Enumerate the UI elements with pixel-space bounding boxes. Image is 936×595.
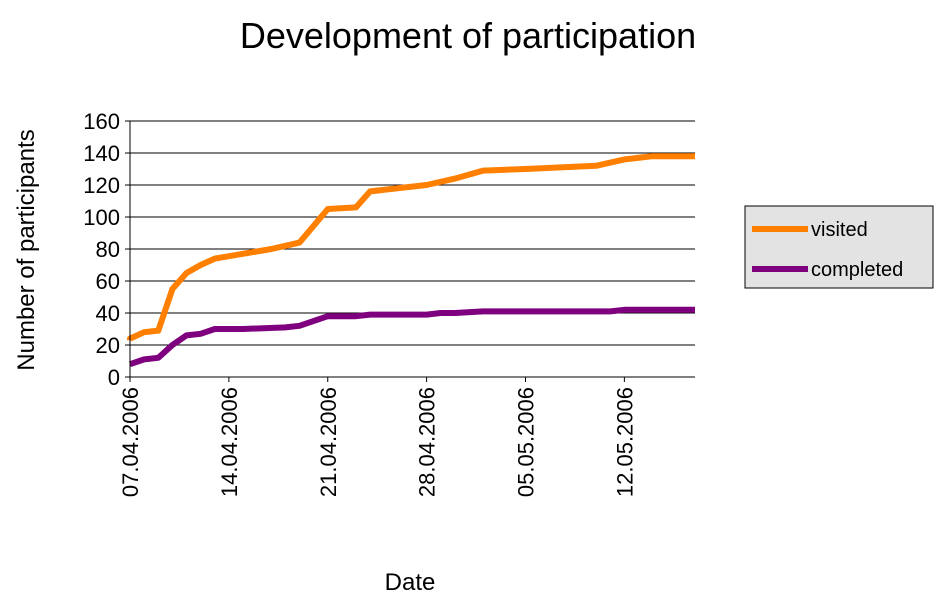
- series-line-visited: [127, 153, 695, 342]
- y-tick-label: 0: [108, 365, 120, 390]
- chart-title: Development of participation: [240, 15, 696, 56]
- x-tick-labels: 07.04.2006 14.04.2006 21.04.2006 28.04.2006…: [118, 387, 637, 497]
- y-tick-label: 120: [83, 173, 120, 198]
- y-axis-label: Number of participants: [13, 129, 40, 370]
- x-tick-label: 28.04.2006: [415, 387, 440, 497]
- y-tick-label: 160: [83, 109, 120, 134]
- legend-box: [744, 205, 934, 289]
- x-tick-label: 05.05.2006: [514, 387, 539, 497]
- series-lines: [127, 153, 695, 368]
- y-tick-label: 100: [83, 205, 120, 230]
- y-tick-label: 20: [96, 333, 120, 358]
- x-tick-label: 12.05.2006: [612, 387, 637, 497]
- legend: visited completed: [744, 205, 934, 289]
- x-axis-label: Date: [385, 569, 436, 595]
- y-tick-label: 40: [96, 301, 120, 326]
- x-tick-label: 07.04.2006: [118, 387, 143, 497]
- y-tick-labels: 0 20 40 60 80 100 120 140 160: [83, 109, 120, 390]
- axes: [125, 120, 695, 382]
- y-tick-label: 140: [83, 141, 120, 166]
- x-tick-label: 14.04.2006: [217, 387, 242, 497]
- legend-label-visited: visited: [811, 219, 868, 241]
- x-tick-label: 21.04.2006: [316, 387, 341, 497]
- series-line-completed: [129, 306, 695, 368]
- legend-label-completed: completed: [811, 259, 903, 281]
- y-tick-label: 60: [96, 269, 120, 294]
- y-tick-label: 80: [96, 237, 120, 262]
